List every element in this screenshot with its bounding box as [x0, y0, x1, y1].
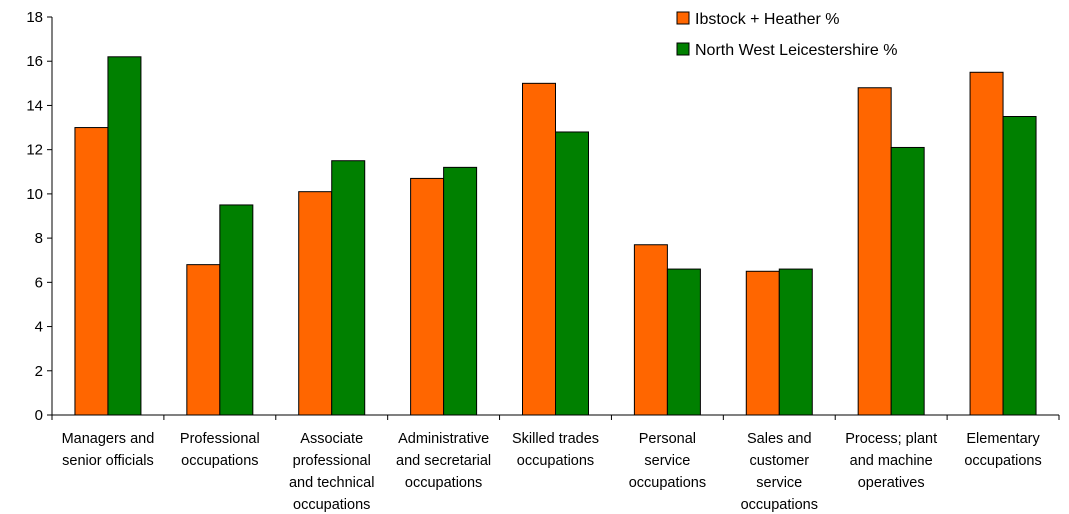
category-label: Managers and senior officials	[62, 431, 155, 469]
bar-north-west-leicestershire	[666, 268, 701, 416]
category-label: Personal service occupations	[629, 431, 706, 491]
category-label: Administrative and secretarial occupations	[396, 431, 491, 491]
y-tick-label: 14	[26, 97, 43, 114]
category-label: Sales and customer service occupations	[741, 431, 818, 513]
y-tick-label: 8	[35, 230, 43, 247]
y-tick-label: 4	[35, 319, 43, 336]
y-tick-label: 0	[35, 407, 43, 424]
y-tick-label: 6	[35, 274, 43, 291]
category-label: Elementary occupations	[964, 431, 1041, 469]
legend-swatch	[676, 11, 690, 25]
bar-ibstock-heather	[186, 264, 221, 416]
y-tick-label: 2	[35, 363, 43, 380]
category-label: Professional occupations	[180, 431, 260, 469]
legend: Ibstock + Heather % North West Leicesters…	[668, 4, 948, 64]
x-axis: Managers and senior officials Professional…	[51, 414, 1060, 513]
y-axis: 0 2 4 6 8 10 12 14 16 18	[26, 9, 53, 424]
category-label: Associate professional and technical occupa…	[289, 431, 374, 513]
bar-ibstock-heather	[522, 82, 556, 416]
legend-box	[668, 4, 948, 64]
bar-north-west-leicestershire	[219, 204, 254, 416]
category-label: Skilled trades occupations	[512, 431, 599, 469]
bar-ibstock-heather	[298, 191, 333, 416]
bar-ibstock-heather	[969, 71, 1004, 416]
bars	[74, 56, 1037, 416]
bar-north-west-leicestershire	[331, 160, 366, 416]
bar-north-west-leicestershire	[555, 131, 589, 416]
bar-north-west-leicestershire	[107, 56, 142, 416]
bar-north-west-leicestershire	[1002, 116, 1037, 416]
legend-swatch	[676, 42, 690, 56]
bar-north-west-leicestershire	[890, 146, 925, 416]
category-label: Process; plant and machine operatives	[845, 431, 937, 491]
y-tick-label: 10	[26, 186, 43, 203]
bar-ibstock-heather	[74, 127, 109, 416]
bar-ibstock-heather	[633, 244, 668, 416]
y-tick-label: 16	[26, 53, 43, 70]
bar-north-west-leicestershire	[443, 166, 478, 416]
y-tick-label: 12	[26, 142, 43, 159]
bar-north-west-leicestershire	[778, 268, 813, 416]
legend-label: North West Leicestershire %	[695, 42, 897, 59]
legend-label: Ibstock + Heather %	[695, 11, 840, 28]
bar-ibstock-heather	[857, 87, 892, 416]
bar-ibstock-heather	[410, 177, 445, 416]
bar-ibstock-heather	[745, 270, 780, 416]
y-tick-label: 18	[26, 9, 43, 26]
